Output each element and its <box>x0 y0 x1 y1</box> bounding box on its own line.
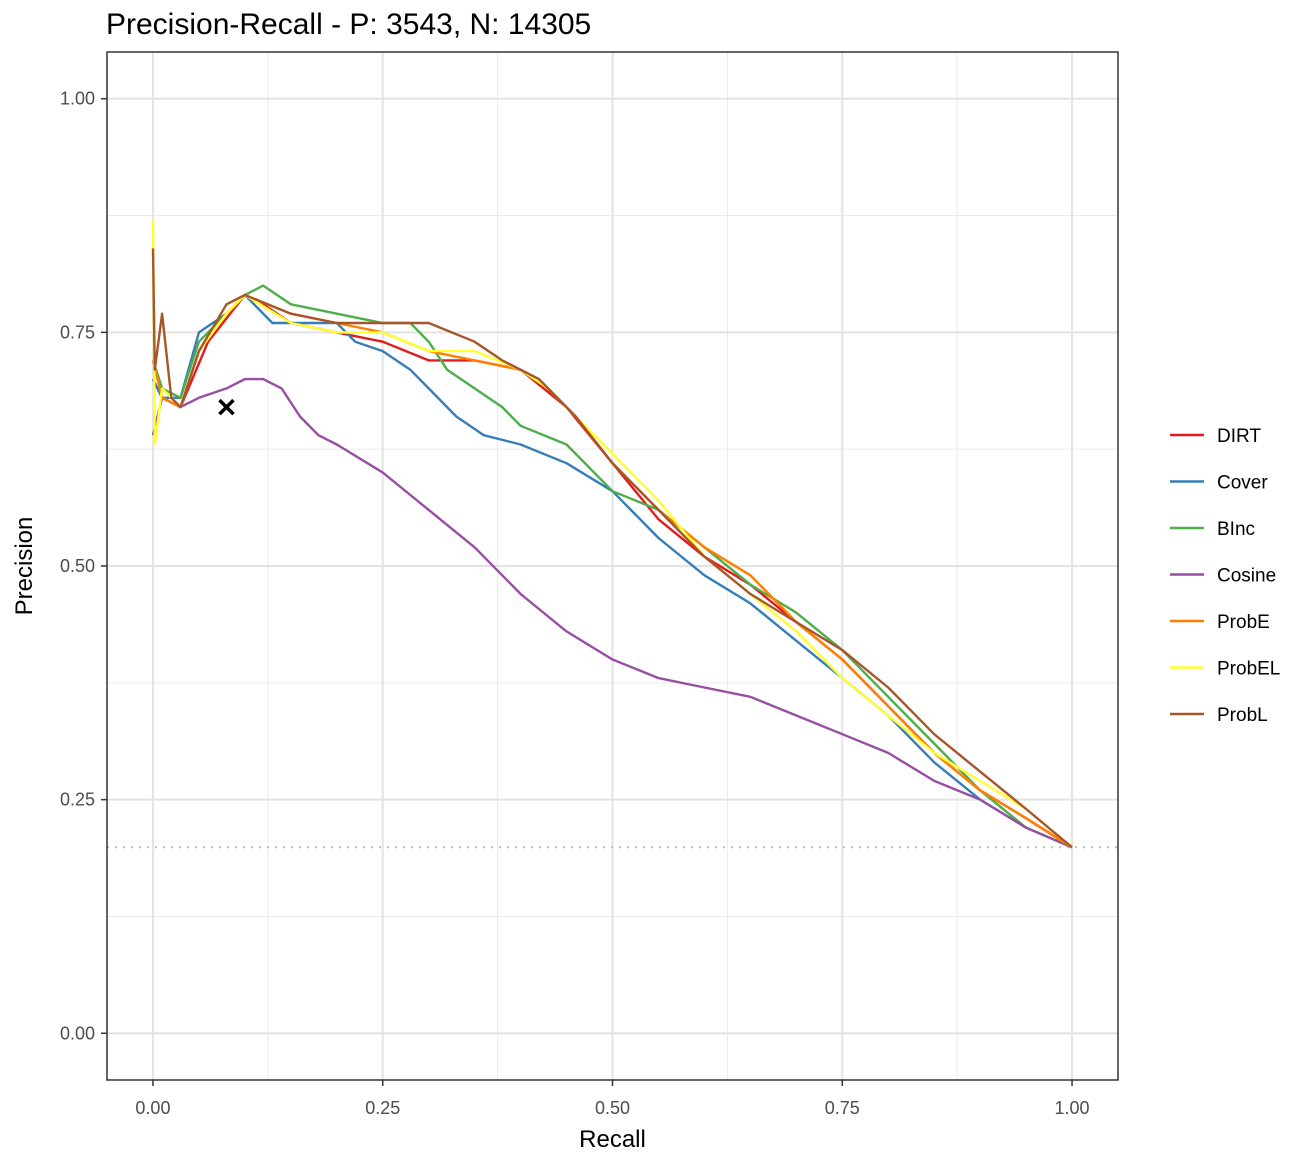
y-axis-ticks: 0.00 0.25 0.50 0.75 1.00 <box>60 89 107 1043</box>
x-axis-ticks: 0.00 0.25 0.50 0.75 1.00 <box>135 1080 1090 1118</box>
legend-item-cover: Cover <box>1170 473 1268 494</box>
x-tick-label: 0.75 <box>825 1098 860 1118</box>
legend-label: BInc <box>1217 519 1255 540</box>
chart-title: Precision-Recall - P: 3543, N: 14305 <box>106 8 591 41</box>
legend-label: ProbEL <box>1217 659 1280 680</box>
legend-label: Cosine <box>1217 566 1276 587</box>
y-tick-label: 0.50 <box>60 556 95 576</box>
series-lines <box>151 220 1073 849</box>
legend-label: ProbE <box>1217 612 1270 633</box>
major-gridlines <box>107 52 1118 1080</box>
legend-item-probel: ProbEL <box>1170 659 1280 680</box>
legend-item-cosine: Cosine <box>1170 566 1276 587</box>
y-tick-label: 0.00 <box>60 1023 95 1043</box>
legend-item-probl: ProbL <box>1170 705 1268 726</box>
legend-label: ProbL <box>1217 705 1268 726</box>
y-tick-label: 0.75 <box>60 322 95 342</box>
series-line-probl <box>151 248 1073 849</box>
x-tick-label: 0.25 <box>365 1098 400 1118</box>
x-tick-label: 0.00 <box>135 1098 170 1118</box>
legend-item-dirt: DIRT <box>1170 426 1261 447</box>
x-tick-label: 0.50 <box>595 1098 630 1118</box>
marker-stroke <box>218 398 235 416</box>
legend-label: DIRT <box>1217 426 1261 447</box>
legend-item-binc: BInc <box>1170 519 1255 540</box>
y-axis-title: Precision <box>11 517 38 616</box>
y-tick-label: 1.00 <box>60 89 95 109</box>
y-tick-label: 0.25 <box>60 790 95 810</box>
legend-label: Cover <box>1217 473 1268 494</box>
operating-point-marker <box>218 398 235 416</box>
x-tick-label: 1.00 <box>1055 1098 1090 1118</box>
series-line-cosine <box>151 377 1073 849</box>
x-axis-title: Recall <box>579 1126 646 1153</box>
legend: DIRT Cover BInc Cosine ProbE ProbEL ProbL <box>1170 426 1280 726</box>
legend-item-probe: ProbE <box>1170 612 1270 633</box>
